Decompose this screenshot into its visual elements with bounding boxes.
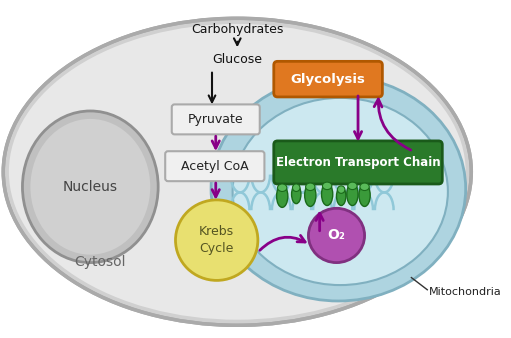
FancyBboxPatch shape — [172, 104, 260, 135]
FancyArrowPatch shape — [260, 235, 305, 250]
Text: Cytosol: Cytosol — [74, 255, 125, 269]
Text: Electron Transport Chain: Electron Transport Chain — [276, 156, 440, 169]
Text: Mitochondria: Mitochondria — [429, 287, 502, 297]
Text: Krebs
Cycle: Krebs Cycle — [199, 225, 234, 255]
FancyArrowPatch shape — [374, 99, 411, 150]
Ellipse shape — [9, 24, 466, 320]
Text: Nucleus: Nucleus — [63, 180, 118, 194]
Ellipse shape — [337, 187, 346, 206]
Ellipse shape — [211, 76, 466, 301]
Text: Glucose: Glucose — [212, 53, 262, 66]
FancyBboxPatch shape — [274, 141, 443, 184]
Text: Acetyl CoA: Acetyl CoA — [181, 160, 249, 173]
Text: O₂: O₂ — [328, 228, 345, 242]
Ellipse shape — [347, 183, 358, 206]
Ellipse shape — [306, 183, 315, 191]
Text: Glycolysis: Glycolysis — [291, 73, 365, 86]
Ellipse shape — [347, 182, 357, 190]
Text: Carbohydrates: Carbohydrates — [191, 23, 284, 36]
Ellipse shape — [292, 184, 300, 191]
Ellipse shape — [175, 200, 258, 281]
Ellipse shape — [31, 119, 150, 255]
Ellipse shape — [309, 208, 364, 263]
Ellipse shape — [322, 182, 332, 190]
Ellipse shape — [337, 186, 345, 193]
Ellipse shape — [321, 183, 333, 206]
Ellipse shape — [3, 18, 471, 325]
Ellipse shape — [359, 184, 370, 207]
Ellipse shape — [233, 98, 448, 285]
Ellipse shape — [22, 111, 158, 263]
Text: Pyruvate: Pyruvate — [188, 113, 244, 126]
Ellipse shape — [292, 185, 301, 203]
Ellipse shape — [276, 185, 288, 208]
FancyBboxPatch shape — [274, 62, 382, 97]
Ellipse shape — [360, 183, 369, 191]
Ellipse shape — [277, 184, 287, 191]
FancyBboxPatch shape — [165, 151, 264, 181]
Ellipse shape — [305, 184, 316, 207]
